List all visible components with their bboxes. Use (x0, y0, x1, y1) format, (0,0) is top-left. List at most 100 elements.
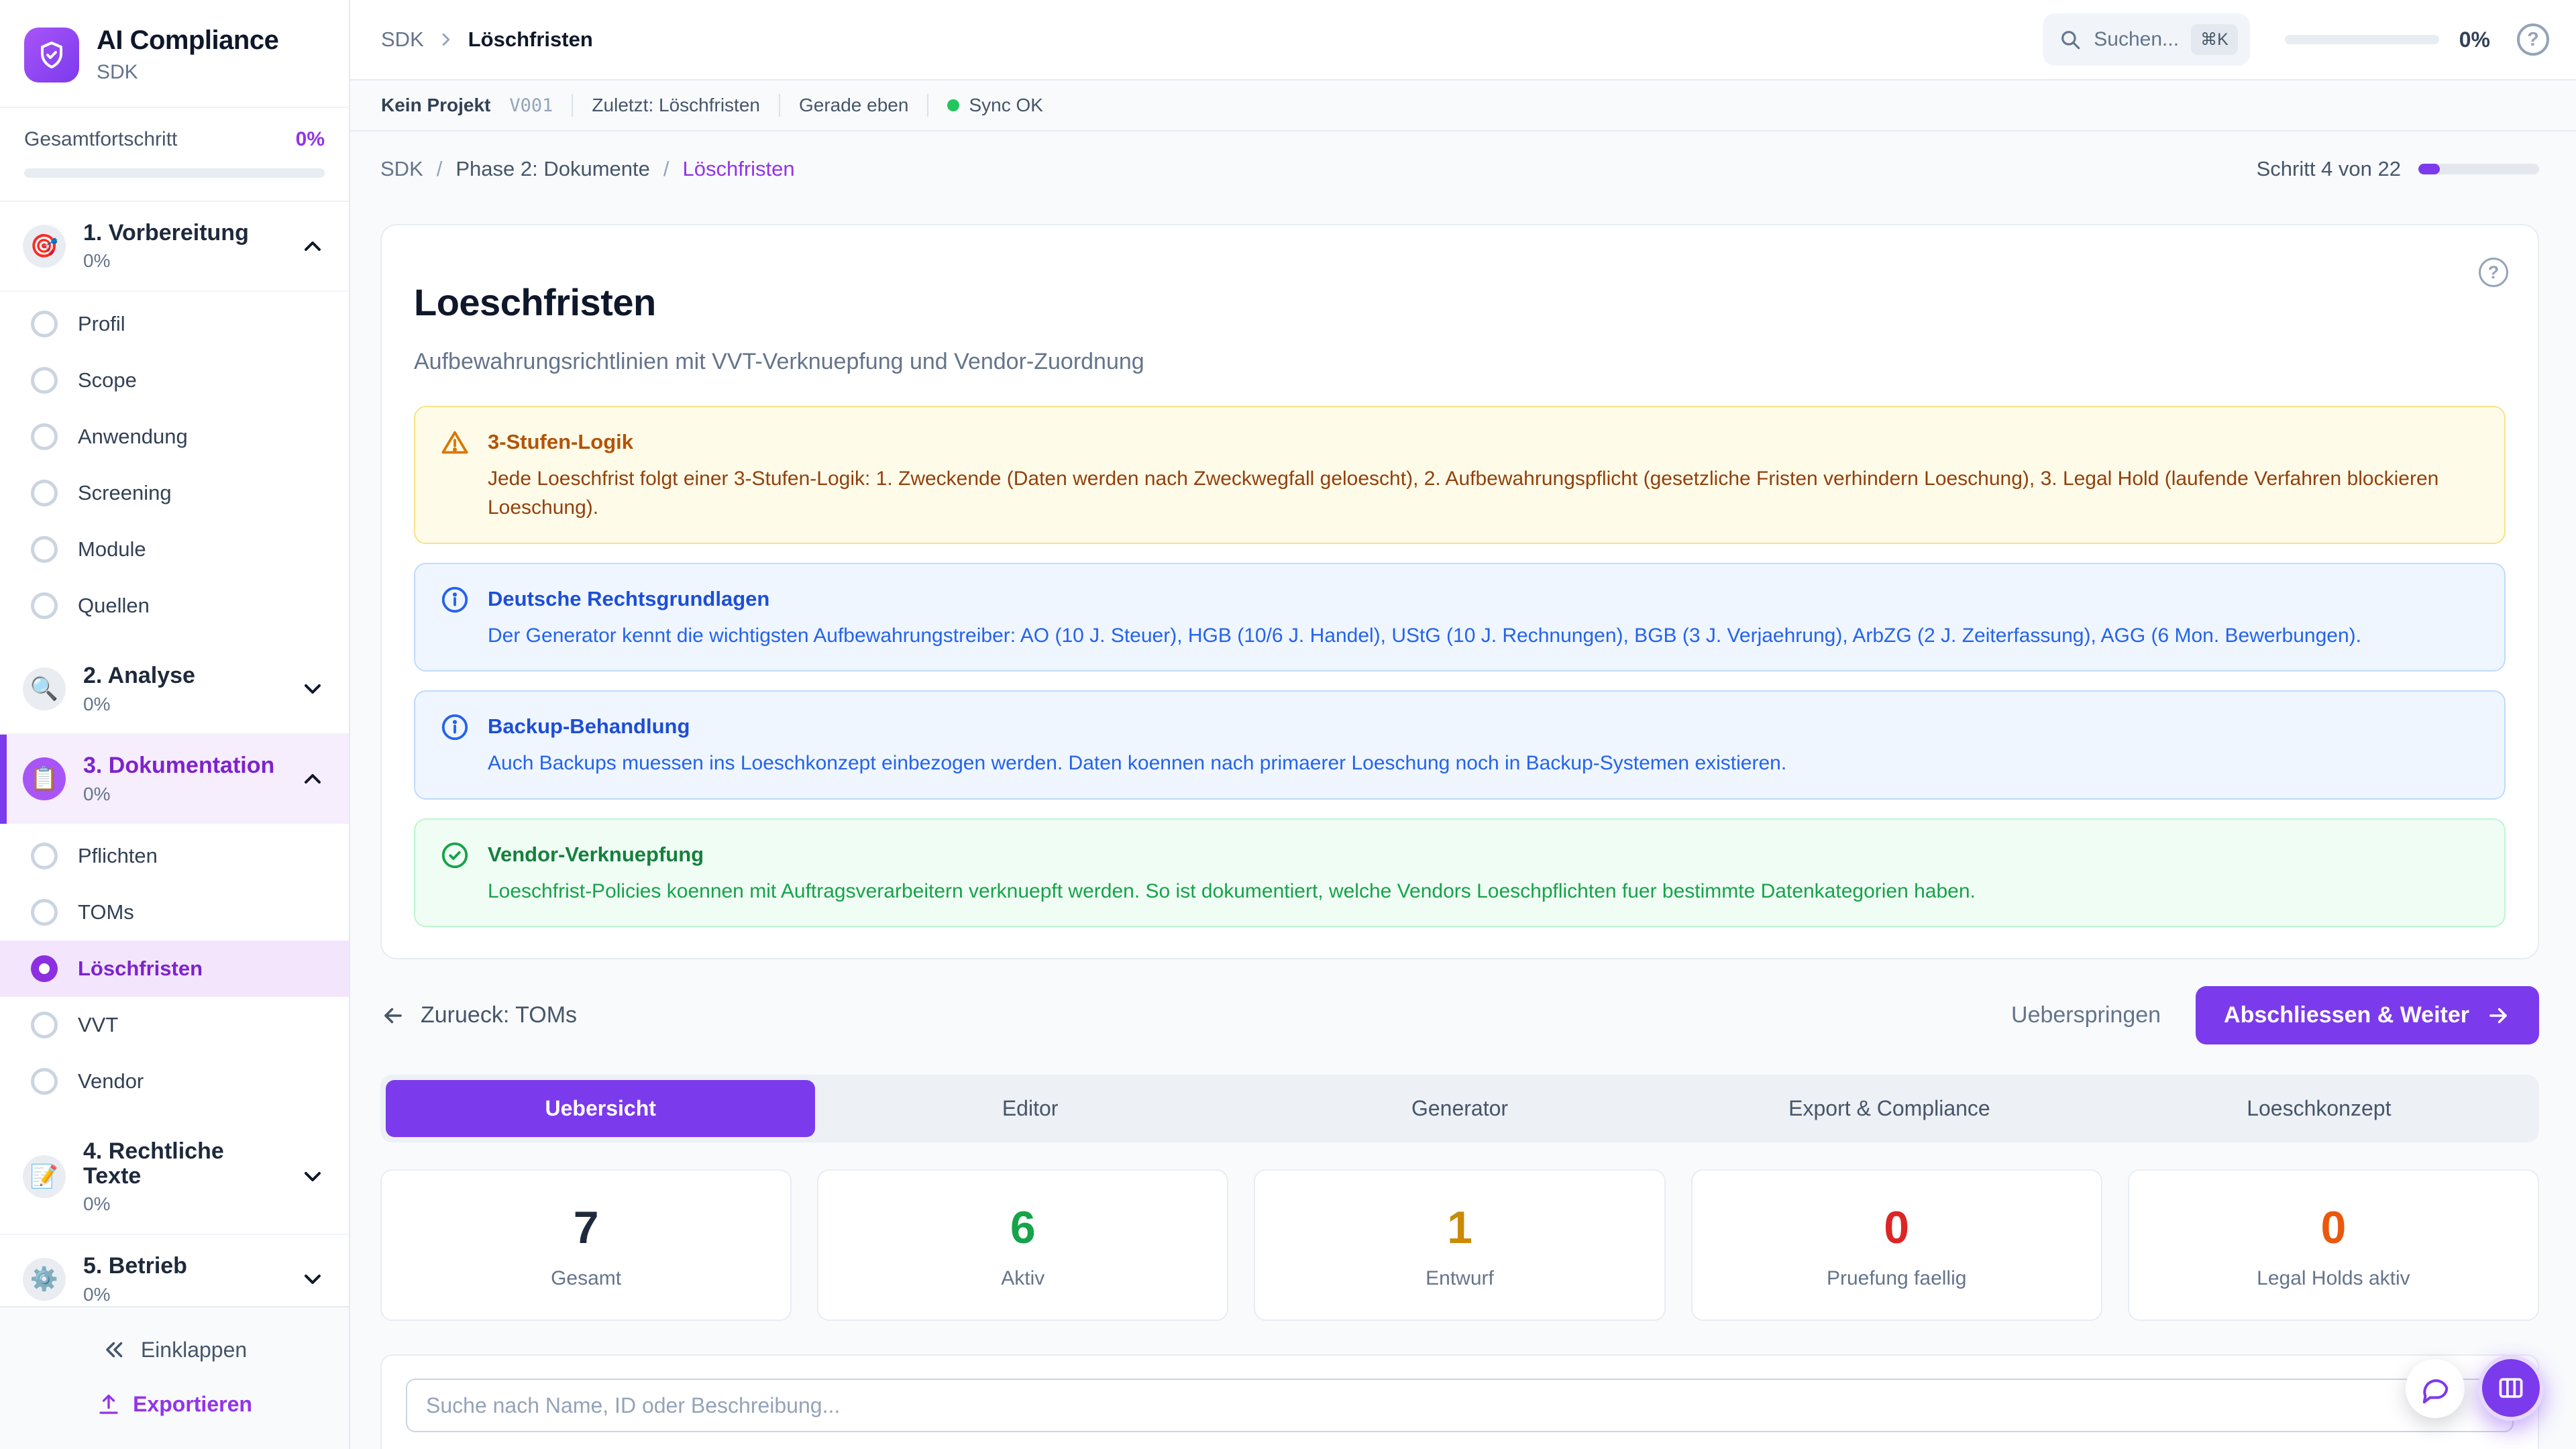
sync-status: Sync OK (947, 95, 1043, 116)
filter-card: Status: Alle Aktiv Entwurf Pruefung noet… (380, 1354, 2539, 1449)
stat-label: Legal Holds aktiv (2257, 1267, 2410, 1290)
app-title-block: AI Compliance SDK (97, 25, 279, 84)
step-radio-icon (31, 898, 58, 926)
phase-label: 5. Betrieb (83, 1253, 187, 1279)
tab-export-compliance[interactable]: Export & Compliance (1788, 1096, 1990, 1121)
search-placeholder: Suchen... (2094, 28, 2180, 50)
finish-next-button[interactable]: Abschliessen & Weiter (2196, 986, 2539, 1045)
search-shortcut-badge: ⌘K (2191, 24, 2238, 55)
page-subtitle: Aufbewahrungsrichtlinien mit VVT-Verknue… (414, 349, 1144, 375)
topbar: SDK Löschfristen Suchen... ⌘K 0% ? (350, 0, 2576, 80)
alert-info-rechtsgrundlagen: Deutsche Rechtsgrundlagen Der Generator … (414, 562, 2506, 672)
breadcrumb-current-step: Löschfristen (682, 157, 795, 180)
info-alerts: 3-Stufen-Logik Jede Loeschfrist folgt ei… (414, 406, 2506, 928)
stat-cards: 7 Gesamt 6 Aktiv 1 Entwurf 0 Pruefung fa… (380, 1169, 2540, 1322)
tab-loeschkonzept[interactable]: Loeschkonzept (2247, 1096, 2392, 1121)
page-breadcrumb: SDK / Phase 2: Dokumente / Löschfristen (380, 157, 795, 180)
stat-card-pruefung-faellig: 0 Pruefung faellig (1690, 1169, 2102, 1322)
stat-value: 0 (1884, 1202, 1910, 1254)
alert-body: Loeschfrist-Policies koennen mit Auftrag… (488, 879, 1976, 902)
step-nav-row: Zurueck: TOMs Ueberspringen Abschliessen… (380, 986, 2539, 1045)
card-help-icon[interactable]: ? (2479, 258, 2508, 287)
stat-value: 6 (1010, 1202, 1036, 1254)
view-tabs: Uebersicht Editor Generator Export & Com… (380, 1075, 2539, 1143)
back-button[interactable]: Zurueck: TOMs (380, 1002, 577, 1028)
phase-progress: 0% (83, 693, 111, 714)
divider (572, 94, 574, 117)
collapse-sidebar-button[interactable]: Einklappen (102, 1337, 247, 1362)
last-step-label: Zuletzt: Löschfristen (592, 95, 760, 115)
header-progress-value: 0% (2459, 27, 2490, 52)
phase-label: 4. Rechtliche Texte (83, 1138, 224, 1189)
tab-generator[interactable]: Generator (1411, 1096, 1509, 1121)
sidebar-phase-dokumentation[interactable]: 📋 3. Dokumentation 0% (0, 735, 349, 824)
statusbar: Kein Projekt V001 Zuletzt: Löschfristen … (350, 80, 2576, 131)
stat-card-gesamt: 7 Gesamt (380, 1169, 792, 1322)
divider (778, 94, 780, 117)
sidebar-item-pflichten[interactable]: Pflichten (0, 828, 349, 884)
policy-search-input[interactable] (406, 1379, 2514, 1433)
stat-label: Pruefung faellig (1826, 1267, 1967, 1290)
double-chevron-left-icon (106, 1342, 123, 1358)
sidebar-item-module[interactable]: Module (0, 521, 349, 578)
step-intro-card: ? Loeschfristen Aufbewahrungsrichtlinien… (380, 224, 2539, 960)
alert-body: Der Generator kennt die wichtigsten Aufb… (488, 624, 2361, 647)
sidebar-phase-rechtliche-texte[interactable]: 📝 4. Rechtliche Texte 0% (0, 1120, 349, 1236)
sidebar-phase-vorbereitung[interactable]: 🎯 1. Vorbereitung 0% (0, 202, 349, 292)
sidebar-phase-analyse[interactable]: 🔍 2. Analyse 0% (0, 645, 349, 735)
stat-value: 1 (1447, 1202, 1472, 1254)
last-saved-time: Gerade eben (798, 95, 909, 115)
alert-info-backup: Backup-Behandlung Auch Backups muessen i… (414, 690, 2506, 800)
global-search[interactable]: Suchen... ⌘K (2043, 13, 2250, 66)
export-button[interactable]: Exportieren (97, 1392, 252, 1417)
shield-check-icon (41, 41, 62, 68)
divider (927, 94, 929, 117)
sidebar-item-profil[interactable]: Profil (0, 296, 349, 352)
page-title: Loeschfristen (414, 280, 656, 323)
sidebar: AI Compliance SDK Gesamtfortschritt 0% 🎯… (0, 0, 350, 1449)
upload-icon (99, 1394, 118, 1414)
chat-fab-button[interactable] (2406, 1359, 2465, 1418)
chevron-down-icon (305, 684, 321, 694)
step-radio-icon (31, 592, 58, 620)
page-content: SDK / Phase 2: Dokumente / Löschfristen … (350, 131, 2576, 1449)
step-radio-icon (31, 480, 58, 507)
sidebar-item-vvt[interactable]: VVT (0, 997, 349, 1053)
breadcrumb-root[interactable]: SDK (381, 28, 424, 51)
overall-progress-bar (24, 168, 325, 178)
stat-value: 7 (573, 1202, 599, 1254)
sidebar-item-toms[interactable]: TOMs (0, 884, 349, 941)
alert-body: Auch Backups muessen ins Loeschkonzept e… (488, 752, 1787, 775)
memo-icon: 📝 (23, 1155, 66, 1199)
step-radio-icon (31, 536, 58, 564)
sidebar-item-vendor[interactable]: Vendor (0, 1053, 349, 1110)
overall-progress-value: 0% (295, 128, 325, 150)
phase-label: 2. Analyse (83, 663, 195, 689)
app-logo (24, 27, 79, 83)
board-view-fab-button[interactable] (2478, 1355, 2544, 1421)
step-indicator: Schritt 4 von 22 (2257, 157, 2539, 181)
columns-icon (2499, 1378, 2523, 1398)
warning-triangle-icon (441, 431, 468, 454)
alert-body: Jede Loeschfrist folgt einer 3-Stufen-Lo… (488, 467, 2439, 519)
breadcrumb-phase[interactable]: Phase 2: Dokumente (455, 157, 650, 180)
help-icon[interactable]: ? (2517, 23, 2549, 56)
sidebar-item-screening[interactable]: Screening (0, 465, 349, 521)
sidebar-item-quellen[interactable]: Quellen (0, 578, 349, 634)
sidebar-item-anwendung[interactable]: Anwendung (0, 409, 349, 465)
chevron-right-icon (442, 34, 449, 46)
tab-editor[interactable]: Editor (1002, 1096, 1059, 1121)
overall-progress-label: Gesamtfortschritt (24, 128, 178, 150)
chevron-up-icon (305, 774, 321, 784)
breadcrumb-sdk[interactable]: SDK (380, 157, 423, 180)
sidebar-item-scope[interactable]: Scope (0, 352, 349, 409)
step-radio-icon (31, 311, 58, 338)
tab-uebersicht[interactable]: Uebersicht (386, 1080, 816, 1138)
sidebar-nav: 🎯 1. Vorbereitung 0% Profil Scope Anwend… (0, 202, 349, 1306)
sidebar-phase-betrieb[interactable]: ⚙️ 5. Betrieb 0% (0, 1235, 349, 1306)
chevron-down-icon (305, 1172, 321, 1182)
topbar-breadcrumb: SDK Löschfristen (381, 28, 593, 52)
sidebar-item-loeschfristen[interactable]: Löschfristen (0, 940, 349, 997)
skip-button[interactable]: Ueberspringen (2011, 1002, 2161, 1028)
